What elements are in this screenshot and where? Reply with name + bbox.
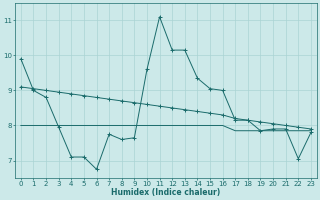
X-axis label: Humidex (Indice chaleur): Humidex (Indice chaleur) <box>111 188 220 197</box>
